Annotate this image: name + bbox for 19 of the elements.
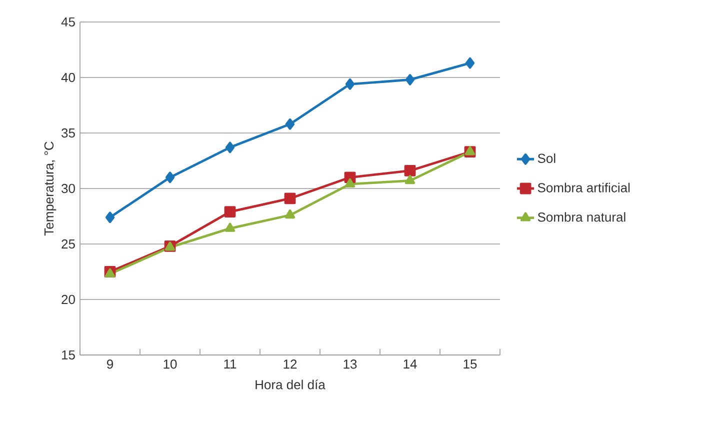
x-tick-label: 9 [107,360,114,369]
y-tick-label: 25 [62,239,75,249]
x-tick-label: 11 [224,360,236,368]
x-tick-label: 10 [164,360,177,369]
y-tick-label: 30 [62,184,75,194]
legend-label: Sombra artificial [538,182,630,192]
x-tick-label: 14 [404,360,417,368]
legend-label: Sol [538,153,556,163]
legend-label: Sombra natural [538,212,626,222]
x-tick-label: 12 [284,360,297,369]
x-axis-title: Hora del día [256,380,326,390]
y-tick-label: 20 [62,294,75,304]
y-tick-label: 35 [62,128,75,138]
x-tick-label: 15 [464,360,477,369]
y-tick-label: 40 [61,72,75,82]
x-tick-label: 13 [344,360,357,369]
y-tick-label: 45 [61,17,75,27]
y-tick-label: 15 [62,350,75,360]
y-axis-title: Temperatura, °C [44,142,56,236]
